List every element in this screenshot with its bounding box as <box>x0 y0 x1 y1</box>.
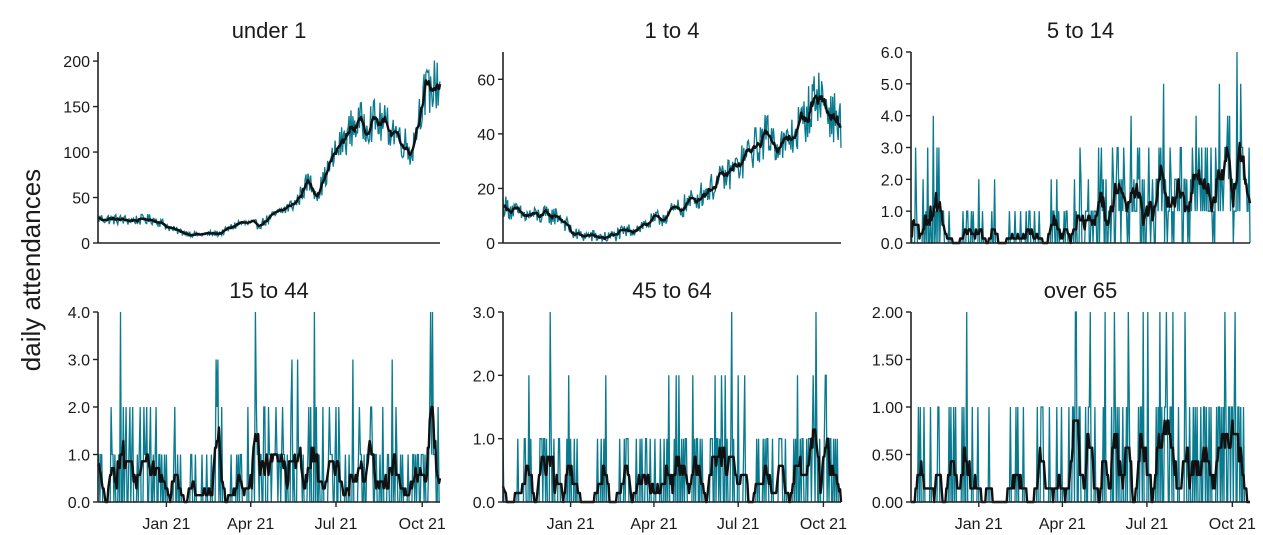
smoothed-series-line <box>910 419 1251 504</box>
y-tick-label: 2.0 <box>473 368 495 385</box>
x-tick-label: Jan 21 <box>142 516 190 533</box>
y-tick-label: 2.00 <box>872 305 903 322</box>
y-tick-label: 0 <box>486 236 495 253</box>
facet-panel-2: 1 to 4 0 20 40 60 <box>477 18 842 253</box>
y-tick-label: 0.0 <box>68 495 90 512</box>
facet-panel-4: 15 to 44 0.0 1.0 2.0 3.0 4.0 Jan 21 Apr 21 Jul 2… <box>68 278 446 533</box>
y-tick-label: 0.0 <box>473 495 495 512</box>
y-tick-label: 150 <box>63 100 90 117</box>
smoothed-series-line <box>96 405 442 504</box>
facet-panel-5: 45 to 64 0.0 1.0 2.0 3.0 Jan 21 Apr 21 Jul 21 Oc… <box>473 278 847 533</box>
x-tick-label: Oct 21 <box>1209 516 1256 533</box>
x-tick-label: Apr 21 <box>1039 516 1086 533</box>
x-tick-label: Oct 21 <box>399 516 446 533</box>
x-tick-label: Oct 21 <box>800 516 847 533</box>
x-tick-label: Apr 21 <box>630 516 677 533</box>
facet-title: 15 to 44 <box>229 278 309 303</box>
daily-series-line <box>98 311 440 503</box>
y-tick-label: 3.0 <box>68 353 90 370</box>
facet-panel-6: over 65 0.00 0.50 1.00 1.50 2.00 Jan 21 Apr 21 J… <box>872 278 1256 533</box>
facet-title: over 65 <box>1044 278 1117 303</box>
y-tick-label: 20 <box>477 181 495 198</box>
y-tick-label: 40 <box>477 127 495 144</box>
facet-title: 45 to 64 <box>632 278 712 303</box>
x-tick-label: Jan 21 <box>955 516 1003 533</box>
facet-title: under 1 <box>232 18 307 43</box>
facet-title: 1 to 4 <box>644 18 699 43</box>
x-tick-label: Apr 21 <box>227 516 274 533</box>
y-tick-label: 200 <box>63 54 90 71</box>
x-tick-label: Jan 21 <box>547 516 595 533</box>
y-tick-label: 1.0 <box>473 432 495 449</box>
facet-title: 5 to 14 <box>1047 18 1114 43</box>
y-tick-label: 100 <box>63 145 90 162</box>
y-tick-label: 0.00 <box>872 495 903 512</box>
y-tick-label: 4.0 <box>881 109 903 126</box>
y-tick-label: 2.0 <box>68 400 90 417</box>
y-tick-label: 60 <box>477 72 495 89</box>
y-tick-label: 50 <box>72 191 90 208</box>
daily-series-line <box>97 60 441 239</box>
y-tick-label: 1.0 <box>68 448 90 465</box>
y-tick-label: 0.0 <box>881 236 903 253</box>
y-tick-label: 0 <box>81 236 90 253</box>
smoothed-series-line <box>97 79 442 237</box>
daily-series-line <box>910 51 1251 244</box>
y-tick-label: 6.0 <box>881 45 903 62</box>
y-tick-label: 4.0 <box>68 305 90 322</box>
y-tick-label: 1.50 <box>872 353 903 370</box>
x-tick-label: Jul 21 <box>717 516 760 533</box>
y-tick-label: 5.0 <box>881 77 903 94</box>
facet-panel-1: under 1 0 50 100 150 200 <box>63 18 442 253</box>
y-axis-label: daily attendances <box>16 169 46 371</box>
y-tick-label: 1.0 <box>881 204 903 221</box>
smoothed-series-line <box>909 141 1252 245</box>
x-tick-label: Jul 21 <box>1126 516 1169 533</box>
y-tick-label: 0.50 <box>872 448 903 465</box>
smoothed-series-line <box>502 94 842 241</box>
y-tick-label: 1.00 <box>872 400 903 417</box>
y-tick-label: 2.0 <box>881 172 903 189</box>
facet-panel-3: 5 to 14 0.0 1.0 2.0 3.0 4.0 5.0 6.0 <box>881 18 1252 253</box>
x-tick-label: Jul 21 <box>315 516 358 533</box>
smoothed-series-line <box>501 428 843 504</box>
y-tick-label: 3.0 <box>881 141 903 158</box>
y-tick-label: 3.0 <box>473 305 495 322</box>
